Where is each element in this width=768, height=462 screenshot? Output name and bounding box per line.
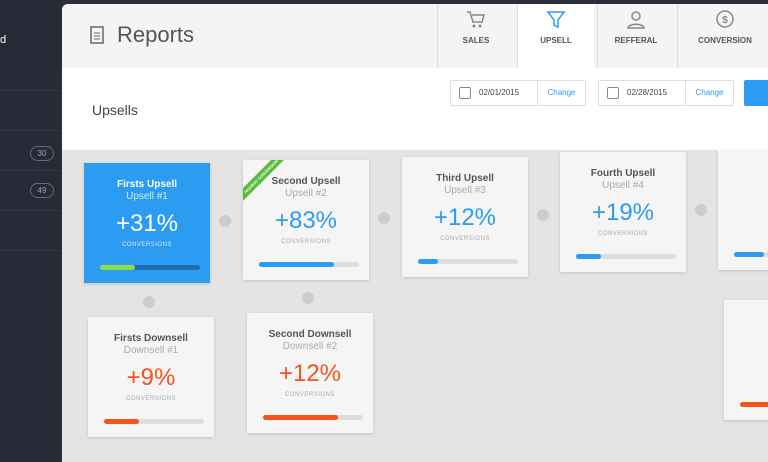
card[interactable]: HIGHEST CONVERSION Second Upsell Upsell #2… bbox=[243, 160, 369, 280]
tab-label: REFFERAL bbox=[614, 36, 658, 45]
sidebar-item[interactable]: d bbox=[0, 34, 7, 46]
card-subtitle: Upsell #1 bbox=[126, 191, 168, 202]
badge: 49 bbox=[30, 183, 54, 198]
card[interactable]: Firsts Downsell Downsell #1 +9% CONVERSIONS bbox=[88, 317, 214, 437]
connector bbox=[695, 204, 707, 216]
card-caption: CONVERSIONS bbox=[122, 242, 172, 248]
date-picker[interactable]: 02/01/2015 Change bbox=[450, 80, 586, 106]
toolbar: Upsells 02/01/2015 Change 02/28/2015 Change bbox=[62, 68, 768, 150]
change-link[interactable]: Change bbox=[685, 81, 733, 105]
tab-icon bbox=[546, 11, 566, 29]
card-value: +12% bbox=[278, 360, 342, 387]
card[interactable]: Firsts Upsell Upsell #1 +31% CONVERSIONS bbox=[84, 163, 210, 283]
card-title: Third Upsell bbox=[436, 173, 494, 184]
checkbox bbox=[459, 87, 471, 99]
progress-fill bbox=[418, 259, 438, 264]
badge: 30 bbox=[30, 146, 54, 161]
svg-text:$: $ bbox=[722, 15, 728, 26]
page-title: Reports bbox=[117, 22, 195, 47]
progress-track bbox=[100, 265, 200, 270]
date-picker[interactable]: 02/28/2015 Change bbox=[598, 80, 734, 106]
connector bbox=[537, 209, 549, 221]
progress-fill bbox=[100, 265, 135, 270]
progress-track bbox=[263, 415, 363, 420]
card-subtitle: Upsell #3 bbox=[444, 185, 486, 196]
sidebar-row: 49 bbox=[0, 170, 60, 211]
card[interactable]: Fourth Upsell Upsell #4 +19% CONVERSIONS bbox=[560, 152, 686, 272]
connector bbox=[143, 296, 155, 308]
card-caption: CONVERSIONS bbox=[285, 392, 335, 398]
checkbox bbox=[607, 87, 619, 99]
tab-label: CONVERSION bbox=[698, 36, 752, 45]
card-title: Fou bbox=[718, 166, 768, 177]
sidebar-row: 30 bbox=[0, 130, 60, 171]
card-subtitle: Downsell #1 bbox=[123, 345, 179, 356]
connector bbox=[219, 215, 231, 227]
sidebar-row bbox=[0, 210, 60, 251]
date-value: 02/28/2015 bbox=[627, 88, 668, 97]
progress-fill bbox=[734, 252, 764, 257]
card-value: +9% bbox=[126, 364, 176, 391]
card-title: Thi bbox=[724, 316, 768, 327]
card-title: Second Downsell bbox=[268, 329, 352, 340]
card[interactable]: Thi bbox=[724, 300, 768, 420]
card-value: +83% bbox=[274, 207, 338, 234]
tab[interactable]: $ CONVERSION bbox=[677, 4, 768, 68]
sidebar-row bbox=[0, 90, 60, 131]
card-value: +12% bbox=[433, 204, 497, 231]
progress-fill bbox=[740, 402, 768, 407]
section-title: Upsells bbox=[92, 102, 138, 118]
card-title: Firsts Downsell bbox=[114, 333, 188, 344]
connector bbox=[378, 212, 390, 224]
tab[interactable]: SALES bbox=[437, 4, 514, 68]
card-caption: CONVERSIONS bbox=[281, 239, 331, 245]
tab[interactable]: REFFERAL bbox=[597, 4, 674, 68]
card[interactable]: Third Upsell Upsell #3 +12% CONVERSIONS bbox=[402, 157, 528, 277]
tab-icon bbox=[467, 11, 485, 28]
progress-track bbox=[740, 402, 768, 407]
card[interactable]: Fou +1 bbox=[718, 150, 768, 270]
tab-icon: $ bbox=[716, 10, 734, 28]
card-title: Firsts Upsell bbox=[116, 179, 178, 190]
progress-track bbox=[259, 262, 359, 267]
progress-fill bbox=[263, 415, 338, 420]
card-subtitle: Downsell #2 bbox=[282, 341, 338, 352]
card-title: Second Upsell bbox=[271, 176, 341, 187]
tab-icon bbox=[627, 11, 645, 29]
apply-button[interactable] bbox=[744, 80, 768, 106]
progress-fill bbox=[104, 419, 139, 424]
connector bbox=[302, 292, 314, 304]
progress-track bbox=[104, 419, 204, 424]
progress-track bbox=[734, 252, 768, 257]
sidebar-row: d bbox=[0, 0, 60, 91]
change-link[interactable]: Change bbox=[537, 81, 585, 105]
header: Reports SALES UPSELL REFFERAL $ CONVERSION bbox=[62, 4, 768, 69]
card-subtitle: Upsell #4 bbox=[602, 180, 644, 191]
main-panel: Reports SALES UPSELL REFFERAL $ CONVERSION U… bbox=[62, 4, 768, 462]
card-title: Fourth Upsell bbox=[590, 168, 656, 179]
card-value: +31% bbox=[115, 210, 179, 237]
card-caption: CONVERSIONS bbox=[126, 396, 176, 402]
card-value: +1 bbox=[718, 197, 768, 225]
progress-track bbox=[418, 259, 518, 264]
card-value: +19% bbox=[591, 199, 655, 226]
tab-label: UPSELL bbox=[540, 36, 572, 45]
tab[interactable]: UPSELL bbox=[517, 4, 594, 68]
card[interactable]: Second Downsell Downsell #2 +12% CONVERSION… bbox=[247, 313, 373, 433]
tab-label: SALES bbox=[462, 36, 490, 45]
progress-fill bbox=[576, 254, 601, 259]
report-icon bbox=[90, 26, 104, 44]
sidebar: d 30 49 bbox=[0, 0, 60, 462]
date-value: 02/01/2015 bbox=[479, 88, 520, 97]
card-caption: CONVERSIONS bbox=[440, 236, 490, 242]
progress-fill bbox=[259, 262, 334, 267]
progress-track bbox=[576, 254, 676, 259]
card-subtitle: Upsell #2 bbox=[285, 188, 327, 199]
card-caption: CONVERSIONS bbox=[598, 231, 648, 237]
